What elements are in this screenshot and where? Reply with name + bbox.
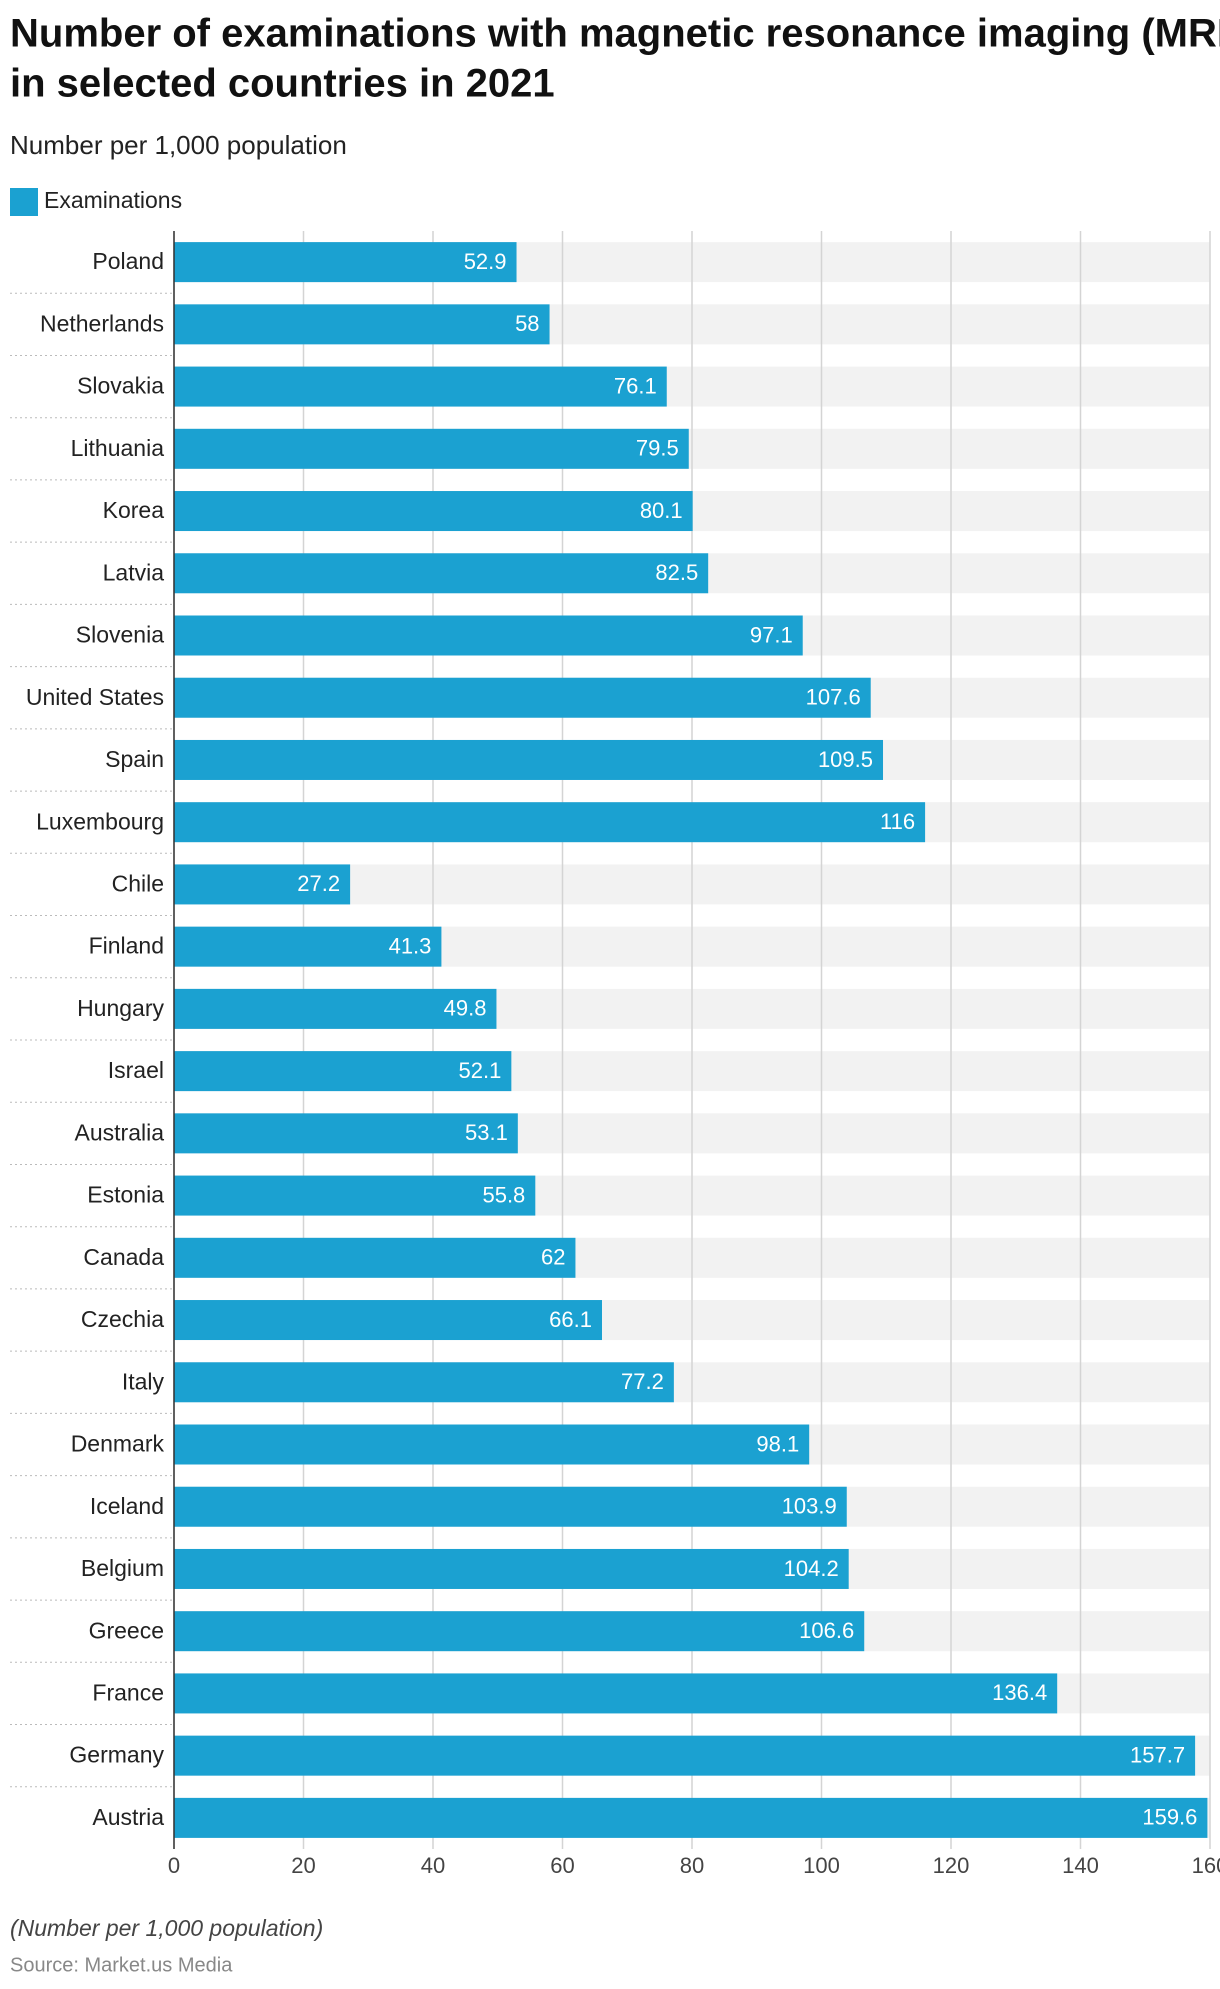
y-tick-label: Korea (103, 497, 165, 523)
y-tick-label: Czechia (81, 1306, 164, 1332)
x-tick-label: 140 (1062, 1853, 1099, 1878)
bar (174, 366, 667, 407)
y-tick-label: Italy (122, 1368, 165, 1394)
data-label: 136.4 (992, 1680, 1047, 1705)
bar (174, 1237, 576, 1278)
data-label: 82.5 (655, 560, 698, 585)
y-tick-label: Greece (89, 1617, 164, 1643)
x-tick-label: 0 (168, 1853, 180, 1878)
data-label: 104.2 (784, 1556, 839, 1581)
data-label: 76.1 (614, 373, 657, 398)
y-tick-label: Slovakia (77, 373, 164, 399)
y-tick-label: United States (26, 684, 164, 710)
data-label: 27.2 (297, 871, 340, 896)
bar (174, 553, 709, 594)
source: Source: Market.us Media (10, 1954, 233, 1976)
data-label: 66.1 (549, 1307, 592, 1332)
data-label: 159.6 (1142, 1805, 1197, 1830)
x-tick-label: 40 (421, 1853, 445, 1878)
bar (174, 1362, 674, 1403)
bar (174, 304, 550, 345)
bar (174, 1424, 810, 1465)
bar (174, 1051, 512, 1092)
data-label: 107.6 (806, 685, 861, 710)
bar (174, 677, 871, 718)
chart-subtitle: Number per 1,000 population (10, 130, 347, 160)
legend-label: Examinations (44, 187, 182, 213)
y-tick-label: France (92, 1680, 164, 1706)
y-tick-label: Luxembourg (36, 808, 164, 834)
bar (174, 988, 497, 1029)
x-tick-label: 120 (933, 1853, 970, 1878)
y-tick-label: Estonia (87, 1182, 164, 1208)
y-tick-label: Lithuania (71, 435, 165, 461)
y-tick-label: Slovenia (76, 622, 164, 648)
bar (174, 615, 803, 656)
y-tick-label: Germany (69, 1742, 164, 1768)
bar (174, 242, 517, 283)
data-label: 157.7 (1130, 1742, 1185, 1767)
data-label: 52.1 (459, 1058, 502, 1083)
note: (Number per 1,000 population) (10, 1915, 323, 1941)
bar (174, 739, 884, 780)
data-label: 52.9 (464, 249, 507, 274)
y-tick-label: Poland (92, 248, 164, 274)
data-label: 97.1 (750, 622, 793, 647)
data-label: 41.3 (389, 933, 432, 958)
data-label: 53.1 (465, 1120, 508, 1145)
x-tick-label: 160 (1192, 1853, 1220, 1878)
x-tick-label: 60 (550, 1853, 574, 1878)
x-tick-label: 20 (291, 1853, 315, 1878)
y-tick-label: Finland (89, 933, 164, 959)
bar (174, 1611, 865, 1652)
bar (174, 1797, 1208, 1838)
data-label: 109.5 (818, 747, 873, 772)
bar (174, 1113, 518, 1154)
y-tick-label: Austria (92, 1804, 164, 1830)
data-label: 80.1 (640, 498, 683, 523)
data-label: 79.5 (636, 436, 679, 461)
bar (174, 1735, 1196, 1776)
chart-title: Number of examinations with magnetic res… (10, 12, 1220, 56)
chart-title: in selected countries in 2021 (10, 62, 555, 106)
y-tick-label: Hungary (77, 995, 164, 1021)
y-tick-label: Chile (112, 871, 164, 897)
bar (174, 1548, 849, 1589)
bar (174, 428, 689, 469)
bar (174, 864, 351, 905)
data-label: 58 (515, 311, 539, 336)
y-tick-label: Netherlands (40, 310, 164, 336)
y-tick-label: Latvia (103, 559, 165, 585)
y-tick-label: Denmark (71, 1431, 165, 1457)
legend-swatch (10, 188, 38, 216)
data-label: 106.6 (799, 1618, 854, 1643)
data-label: 116 (880, 809, 915, 834)
x-tick-label: 80 (680, 1853, 704, 1878)
y-tick-label: Israel (108, 1057, 164, 1083)
data-label: 62 (541, 1245, 565, 1270)
x-tick-label: 100 (803, 1853, 840, 1878)
bar (174, 1486, 847, 1527)
y-tick-label: Spain (105, 746, 164, 772)
bar (174, 1673, 1058, 1714)
y-tick-label: Canada (83, 1244, 164, 1270)
bar (174, 1175, 536, 1216)
bar (174, 802, 926, 843)
data-label: 103.9 (782, 1494, 837, 1519)
y-tick-label: Belgium (81, 1555, 164, 1581)
bar (174, 926, 442, 967)
data-label: 98.1 (756, 1431, 799, 1456)
bar (174, 1300, 602, 1341)
y-tick-label: Iceland (90, 1493, 164, 1519)
bar (174, 491, 693, 532)
y-tick-label: Australia (75, 1119, 165, 1145)
data-label: 49.8 (444, 996, 487, 1021)
data-label: 55.8 (482, 1182, 525, 1207)
data-label: 77.2 (621, 1369, 664, 1394)
